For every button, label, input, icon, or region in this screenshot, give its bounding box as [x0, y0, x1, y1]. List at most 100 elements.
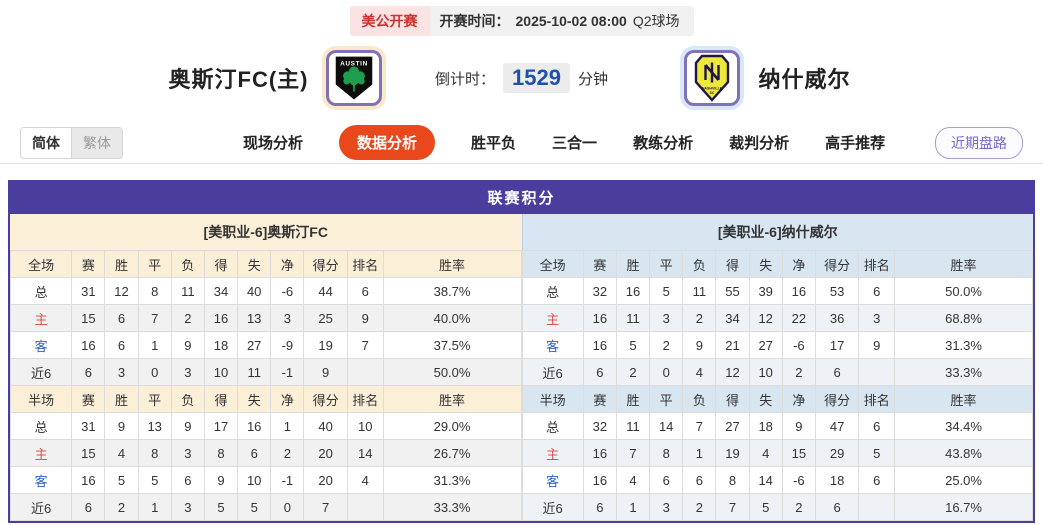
stat-cell: 5: [137, 466, 172, 494]
lang-traditional-button[interactable]: 繁体: [71, 127, 122, 158]
home-full-row: 客 16 6 1 9 18 27 -9 19 7 37.5%: [9, 331, 522, 359]
column-header: 半场: [521, 385, 584, 413]
stat-cell: -1: [270, 466, 305, 494]
stat-cell: -1: [270, 358, 305, 386]
stat-cell: 6: [346, 277, 384, 305]
row-label: 客: [9, 331, 73, 359]
stat-cell: 31.3%: [894, 331, 1033, 359]
stat-cell: 68.8%: [894, 304, 1033, 332]
row-label: 总: [521, 277, 584, 305]
column-header: 排名: [858, 250, 896, 278]
stat-cell: 16: [203, 304, 239, 332]
stat-cell: -9: [270, 331, 305, 359]
stat-cell: 1: [137, 331, 172, 359]
away-half-header-row: 半场赛胜平负得失净得分 排名 胜率: [521, 385, 1033, 413]
away-full-row: 客 16 5 2 9 21 27 -6 17 9 31.3%: [521, 331, 1033, 359]
away-team-name: 纳什威尔: [758, 67, 851, 92]
stat-cell: 50.0%: [894, 277, 1033, 305]
stat-cell: 16: [582, 304, 617, 332]
home-half-row: 客 16 5 5 6 9 10 -1 20 4 31.3%: [9, 466, 522, 494]
tab-教练分析[interactable]: 教练分析: [633, 135, 694, 152]
stat-cell: 2: [615, 358, 651, 386]
column-header: 全场: [521, 250, 584, 278]
home-half-header-row: 半场赛胜平负得失净得分 排名 胜率: [9, 385, 522, 413]
stat-cell: 0: [137, 358, 172, 386]
away-full-header-row: 全场赛胜平负得失净得分 排名 胜率: [521, 250, 1033, 278]
stat-cell: 10: [203, 358, 239, 386]
tab-胜平负[interactable]: 胜平负: [471, 135, 517, 152]
row-label: 主: [521, 439, 584, 467]
stat-cell: 18: [748, 412, 783, 440]
countdown-label: 倒计时：: [435, 70, 496, 88]
stat-cell: 9: [170, 412, 205, 440]
stat-cell: 27: [237, 331, 272, 359]
stat-cell: 6: [71, 358, 106, 386]
tab-裁判分析[interactable]: 裁判分析: [729, 135, 790, 152]
stat-cell: 20: [303, 466, 348, 494]
stat-cell: 8: [137, 439, 172, 467]
stat-cell: 2: [649, 331, 684, 359]
kickoff-time: 2025-10-02 08:00: [515, 13, 627, 29]
recent-trends-button[interactable]: 近期盘路: [935, 126, 1023, 159]
stat-cell: 6: [582, 358, 617, 386]
away-stats-header: [美职业-6]纳什威尔: [521, 214, 1033, 250]
stat-cell: 11: [615, 412, 651, 440]
row-label: 主: [521, 304, 584, 332]
stat-cell: 5: [615, 331, 651, 359]
column-header: 得: [203, 250, 239, 278]
home-stats-header: [美职业-6]奥斯汀FC: [10, 214, 522, 250]
home-half-row: 主 15 4 8 3 8 6 2 20 14 26.7%: [9, 439, 522, 467]
stat-cell: 6: [170, 466, 205, 494]
stat-cell: 19: [303, 331, 348, 359]
tab-高手推荐[interactable]: 高手推荐: [825, 135, 886, 152]
stat-cell: 4: [682, 358, 717, 386]
tab-现场分析[interactable]: 现场分析: [243, 135, 304, 152]
stat-cell: 6: [71, 493, 106, 521]
column-header: 胜: [615, 385, 651, 413]
stat-cell: 6: [858, 466, 896, 494]
stat-cell: 5: [237, 493, 272, 521]
column-header: 胜: [104, 250, 139, 278]
stat-cell: 9: [170, 331, 205, 359]
language-toggle[interactable]: 简体 繁体: [20, 126, 123, 159]
stat-cell: 50.0%: [382, 358, 522, 386]
lang-simplified-button[interactable]: 简体: [21, 127, 71, 158]
stat-cell: 9: [346, 304, 384, 332]
column-header: 胜率: [894, 385, 1033, 413]
stat-cell: 10: [346, 412, 384, 440]
tab-三合一[interactable]: 三合一: [552, 135, 598, 152]
stat-cell: 7: [682, 412, 717, 440]
stat-cell: 10: [237, 466, 272, 494]
stat-cell: 5: [203, 493, 239, 521]
stat-cell: 8: [137, 277, 172, 305]
countdown-unit: 分钟: [577, 70, 608, 88]
column-header: 净: [781, 250, 816, 278]
column-header: 胜: [104, 385, 139, 413]
row-label: 总: [521, 412, 584, 440]
stat-cell: 3: [858, 304, 896, 332]
stat-cell: 34: [203, 277, 239, 305]
stat-cell: 29: [814, 439, 860, 467]
column-header: 胜率: [382, 250, 522, 278]
tab-数据分析[interactable]: 数据分析: [339, 125, 436, 160]
stat-cell: -6: [781, 466, 816, 494]
column-header: 得分: [814, 385, 860, 413]
nashville-crest-icon: NASHVILLE SC: [684, 50, 741, 106]
kickoff-info: 开赛时间： 2025-10-02 08:00 Q2球场: [430, 6, 694, 36]
home-full-row: 主 15 6 7 2 16 13 3 25 9 40.0%: [9, 304, 522, 332]
home-team-name: 奥斯汀FC(主): [168, 67, 309, 92]
stat-cell: 2: [781, 493, 816, 521]
stat-cell: 53: [814, 277, 860, 305]
column-header: 得分: [814, 250, 860, 278]
stat-cell: 3: [170, 439, 205, 467]
stat-cell: 11: [170, 277, 205, 305]
stat-cell: 9: [104, 412, 139, 440]
column-header: 全场: [9, 250, 73, 278]
stat-cell: 33.3%: [894, 358, 1033, 386]
stat-cell: 17: [203, 412, 239, 440]
column-header: 排名: [346, 250, 384, 278]
row-label: 客: [521, 466, 584, 494]
match-info-bar: 美公开赛 开赛时间： 2025-10-02 08:00 Q2球场: [0, 6, 1043, 36]
stat-cell: 8: [203, 439, 239, 467]
stat-cell: 37.5%: [382, 331, 522, 359]
